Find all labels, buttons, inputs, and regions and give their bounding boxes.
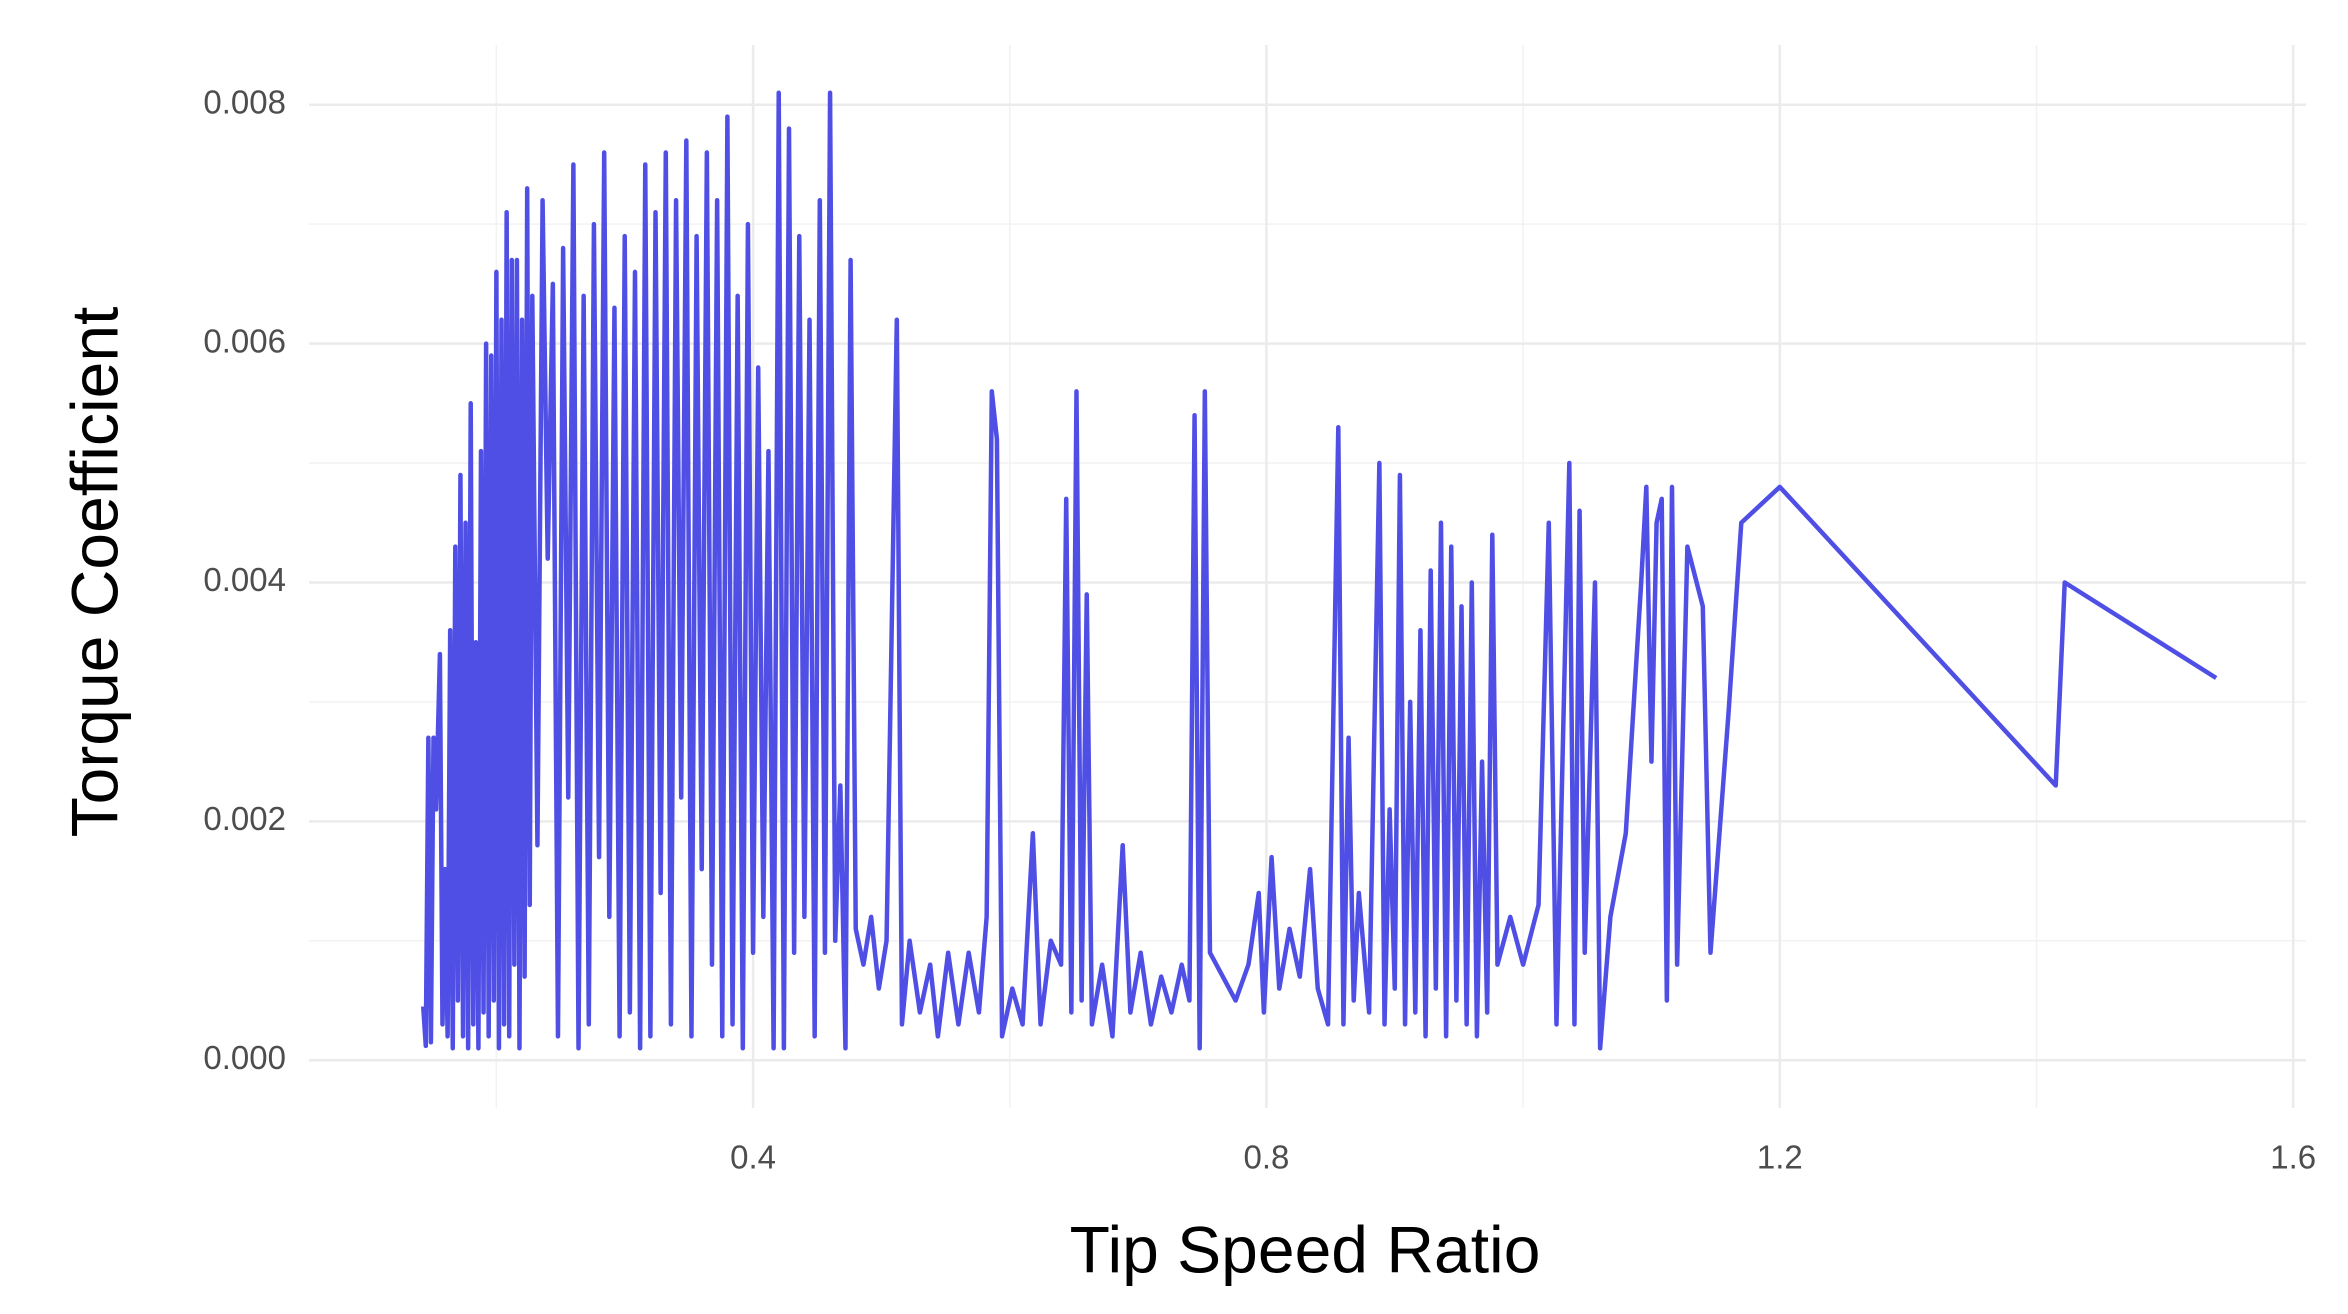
y-tick-label: 0.000 xyxy=(203,1039,286,1076)
y-tick-label: 0.008 xyxy=(203,83,286,120)
x-tick-label: 0.8 xyxy=(1243,1139,1289,1176)
x-tick-label: 1.6 xyxy=(2270,1139,2316,1176)
marks xyxy=(420,90,2218,1051)
x-axis-title: Tip Speed Ratio xyxy=(1070,1212,1541,1286)
data-line xyxy=(420,90,2218,1051)
labels: 0.4 0.8 1.2 1.6 0.000 0.002 0.004 0.006 0.008 xyxy=(203,83,2316,1175)
y-tick-label: 0.004 xyxy=(203,561,286,598)
y-tick-label: 0.002 xyxy=(203,800,286,837)
y-tick-label: 0.006 xyxy=(203,322,286,359)
y-axis-title: Torque Coefficient xyxy=(57,307,131,838)
x-tick-label: 1.2 xyxy=(1757,1139,1803,1176)
x-tick-label: 0.4 xyxy=(730,1139,776,1176)
